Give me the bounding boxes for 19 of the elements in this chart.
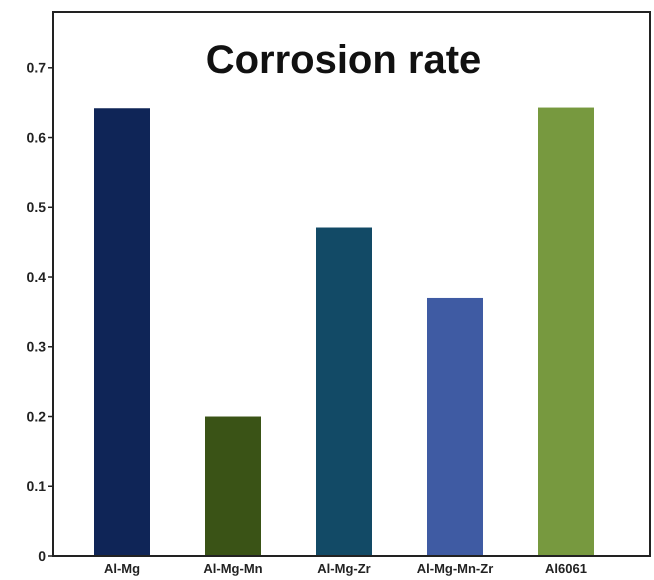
y-tick-label: 0.5 [26,199,46,216]
x-tick-label: Al-Mg [104,561,140,576]
y-tick-label: 0 [38,548,46,564]
y-tick-label: 0.2 [26,408,46,424]
bar [94,108,150,556]
bar [205,416,261,556]
y-tick-label: 0.1 [26,478,46,494]
bar [427,298,483,556]
x-tick-label: Al-Mg-Mn-Zr [416,561,494,576]
y-tick-label: 0.3 [26,338,46,355]
bar [538,108,594,556]
y-tick-label: 0.4 [26,268,46,285]
y-tick-label: 0.7 [26,60,46,76]
bar [316,228,372,556]
text: Corrosion rate [206,38,482,82]
x-tick-label: Al-Mg-Zr [317,561,371,576]
x-tick-label: Al6061 [545,561,587,576]
y-tick-label: 0.6 [26,129,46,146]
x-tick-label: Al-Mg-Mn [203,561,263,576]
